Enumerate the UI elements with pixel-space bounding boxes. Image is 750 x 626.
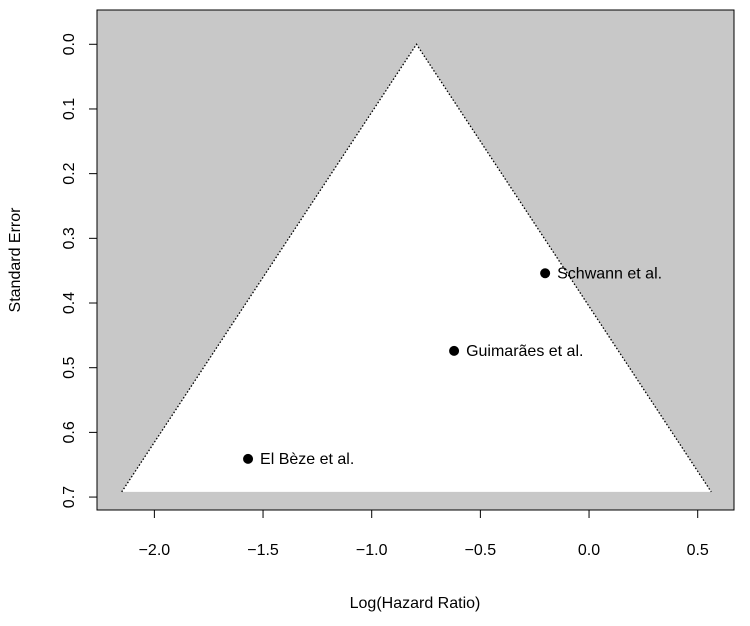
data-point (540, 268, 551, 279)
data-point (243, 453, 254, 464)
y-tick-label: 0.4 (61, 292, 78, 314)
x-tick-label: 0.5 (687, 542, 709, 559)
y-tick-label: 0.5 (61, 356, 78, 378)
x-tick-label: −2.0 (139, 542, 171, 559)
y-axis-label: Standard Error (7, 207, 24, 313)
y-tick-label: 0.7 (61, 486, 78, 508)
x-tick-label: 0.0 (578, 542, 600, 559)
x-tick-label: −1.0 (356, 542, 388, 559)
point-label: Guimarães et al. (466, 343, 583, 360)
y-tick-label: 0.2 (61, 162, 78, 184)
plot-frame (96, 9, 735, 511)
y-tick-label: 0.3 (61, 227, 78, 249)
data-point (449, 345, 460, 356)
funnel-edge (121, 43, 712, 493)
x-tick-label: −0.5 (465, 542, 497, 559)
funnel-region (121, 44, 712, 492)
x-axis-label: Log(Hazard Ratio) (350, 595, 481, 612)
y-tick-label: 0.6 (61, 421, 78, 443)
point-label: Schwann et al. (557, 265, 662, 282)
x-tick-label: −1.5 (247, 542, 279, 559)
point-label: El Bèze et al. (260, 451, 354, 468)
y-tick-label: 0.1 (61, 98, 78, 120)
y-tick-label: 0.0 (61, 33, 78, 55)
